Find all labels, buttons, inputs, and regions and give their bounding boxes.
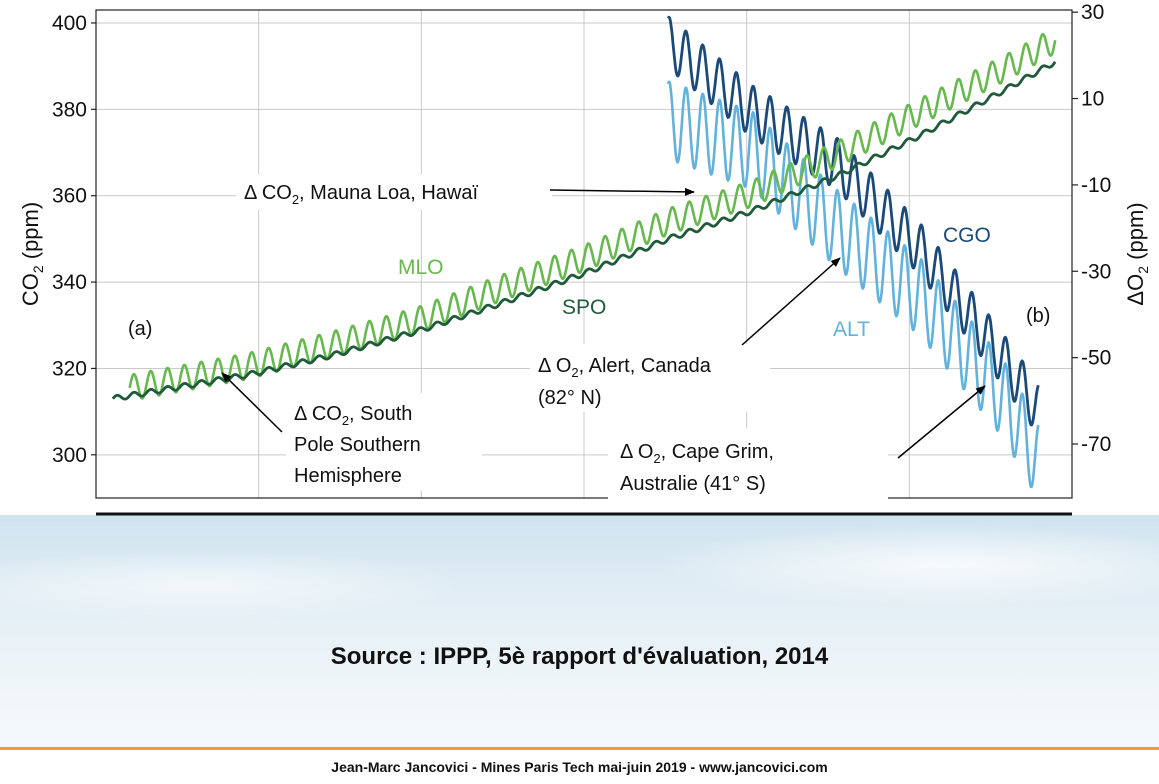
annotation-spo-line3: Hemisphere xyxy=(294,465,402,487)
right-tick-label: -70 xyxy=(1081,433,1111,456)
left-tick-label: 360 xyxy=(52,185,87,208)
annotation-spo-line1: Δ CO2, South xyxy=(294,403,412,428)
annotation-cgo-line1: Δ O2, Cape Grim, xyxy=(620,441,774,466)
panel-label-a: (a) xyxy=(128,318,152,340)
source-caption: Source : IPPP, 5è rapport d'évaluation, … xyxy=(0,643,1159,671)
annotation-alt-line1: Δ O2, Alert, Canada xyxy=(538,355,712,380)
right-tick-label: -10 xyxy=(1081,174,1111,197)
left-axis-label: CO2 (ppm) xyxy=(18,202,46,306)
annotation-mlo: Δ CO2, Mauna Loa, Hawaï xyxy=(244,182,478,207)
right-axis-label: ΔO2 (ppm) xyxy=(1123,202,1151,305)
co2-o2-chart: 300 320 340 360 380 400 -70 -50 -30 -10 10 30 CO2 … xyxy=(0,0,1159,520)
panel-label-b: (b) xyxy=(1026,305,1050,327)
footer-text: Jean-Marc Jancovici - Mines Paris Tech m… xyxy=(0,750,1159,784)
left-tick-label: 300 xyxy=(52,444,87,467)
annotation-cgo-line2: Australie (41° S) xyxy=(620,473,766,495)
footer: Jean-Marc Jancovici - Mines Paris Tech m… xyxy=(0,750,1159,784)
right-tick-label: 30 xyxy=(1081,1,1104,24)
sky-background xyxy=(0,515,1159,748)
right-tick-label: -50 xyxy=(1081,347,1111,370)
series-label-spo: SPO xyxy=(562,296,606,319)
left-tick-label: 340 xyxy=(52,271,87,294)
left-tick-label: 380 xyxy=(52,98,87,121)
series-label-alt: ALT xyxy=(833,318,870,341)
right-tick-label: 10 xyxy=(1081,88,1104,111)
right-axis-ticks: -70 -50 -30 -10 10 30 xyxy=(1072,1,1111,456)
series-label-cgo: CGO xyxy=(943,224,991,247)
left-tick-label: 320 xyxy=(52,357,87,380)
annotation-alt-line2: (82° N) xyxy=(538,387,602,409)
right-tick-label: -30 xyxy=(1081,260,1111,283)
left-axis-ticks: 300 320 340 360 380 400 xyxy=(52,12,96,467)
left-tick-label: 400 xyxy=(52,12,87,35)
series-label-mlo: MLO xyxy=(398,256,444,279)
annotation-spo-line2: Pole Southern xyxy=(294,434,421,456)
